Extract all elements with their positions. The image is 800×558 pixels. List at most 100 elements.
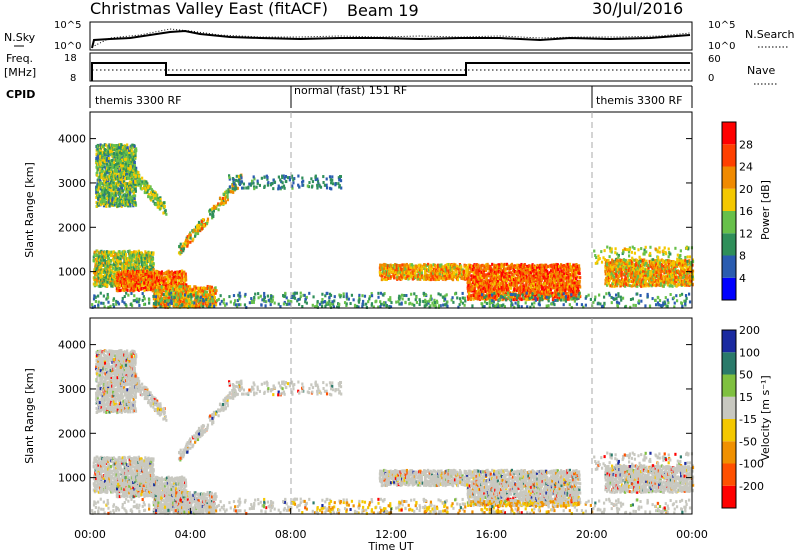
power-cell	[684, 259, 686, 262]
power-cell	[401, 263, 403, 266]
power-cell	[468, 271, 470, 274]
power-cell	[99, 195, 101, 198]
power-cell	[215, 292, 217, 295]
power-cell	[214, 296, 216, 299]
power-cell	[502, 292, 504, 295]
power-cell	[613, 276, 615, 279]
power-cell	[184, 287, 186, 290]
freq-panel-frame	[90, 53, 692, 81]
freq-tick-max: 18	[64, 53, 77, 64]
power-cell	[126, 289, 128, 292]
power-cell	[477, 297, 479, 300]
nave-label: Nave	[747, 64, 775, 77]
power-cell	[567, 263, 569, 266]
power-cell	[148, 278, 150, 281]
freq-series-line	[92, 63, 690, 81]
freq-label: Freq.	[6, 52, 33, 65]
power-cell	[463, 270, 465, 273]
power-cell	[143, 281, 145, 284]
power-cell	[510, 287, 512, 290]
plot-title: Christmas Valley East (fitACF)	[90, 0, 328, 18]
power-cell	[152, 257, 154, 260]
power-cell	[185, 273, 187, 276]
power-cell	[477, 264, 479, 267]
power-cell	[579, 286, 581, 289]
power-cell	[214, 286, 216, 289]
power-cell	[146, 270, 148, 273]
power-cell	[110, 259, 112, 262]
power-cell	[524, 263, 526, 266]
power-heatmap	[91, 143, 694, 309]
power-cell	[179, 285, 181, 288]
power-cell	[116, 281, 118, 284]
power-cell	[108, 191, 110, 194]
power-cell	[153, 262, 155, 265]
power-cell	[579, 280, 581, 283]
nsky-series-line	[92, 31, 690, 48]
power-cell	[215, 303, 217, 306]
cpid-segment-3: themis 3300 RF	[596, 94, 683, 107]
power-cell	[670, 268, 672, 271]
power-cell	[152, 251, 154, 254]
power-cell	[480, 267, 482, 270]
power-cell	[465, 274, 467, 277]
power-cell	[579, 272, 581, 275]
power-cell	[643, 258, 645, 261]
power-cell	[456, 271, 458, 274]
power-cell	[211, 286, 213, 289]
nsky-tick-max-right: 10^5	[708, 20, 735, 31]
nave-tick-min: 0	[708, 73, 714, 84]
nsky-label: N.Sky	[4, 31, 36, 44]
power-cell	[607, 259, 609, 262]
power-cell	[140, 287, 142, 290]
power-cell	[490, 267, 492, 270]
power-cell	[156, 276, 158, 279]
power-cell	[560, 278, 562, 281]
power-cell	[466, 278, 468, 281]
nsky-tick-max-left: 10^5	[54, 20, 81, 31]
cpid-label: CPID	[6, 88, 35, 101]
plot-date: 30/Jul/2016	[592, 0, 683, 18]
power-cell	[457, 278, 459, 281]
power-cell	[625, 282, 627, 285]
power-cell	[185, 278, 187, 281]
nsky-panel-frame	[90, 22, 692, 50]
power-cell	[671, 285, 673, 288]
beam-label: Beam 19	[347, 1, 419, 20]
power-cell	[142, 270, 144, 273]
power-cell	[578, 268, 580, 271]
power-cell	[460, 265, 462, 268]
power-cell	[106, 284, 108, 287]
power-cell	[650, 270, 652, 273]
power-cell	[468, 292, 470, 295]
power-cell	[642, 267, 644, 270]
power-cell	[686, 277, 688, 280]
power-cell	[609, 279, 611, 282]
power-cell	[546, 270, 548, 273]
power-cell	[559, 287, 561, 290]
power-cell	[189, 285, 191, 288]
power-cell	[421, 269, 423, 272]
power-cell	[153, 268, 155, 271]
power-cell	[637, 275, 639, 278]
power-cell	[563, 272, 565, 275]
power-cell	[190, 298, 192, 301]
power-cell	[474, 287, 476, 290]
power-cell	[497, 280, 499, 283]
power-cell	[451, 268, 453, 271]
power-cell	[421, 271, 423, 274]
power-cell	[170, 285, 172, 288]
nsky-tick-min-right: 10^0	[708, 41, 735, 52]
nsearch-label: N.Search	[745, 28, 795, 41]
power-cell	[503, 288, 505, 291]
power-cell	[551, 264, 553, 267]
power-cell	[175, 285, 177, 288]
cpid-segment-1: themis 3300 RF	[95, 94, 182, 107]
power-cell	[578, 264, 580, 267]
freq-tick-min: 8	[70, 73, 76, 84]
power-cell	[163, 272, 165, 275]
power-cell	[93, 259, 95, 262]
power-cell	[384, 263, 386, 266]
power-cell	[415, 270, 417, 273]
